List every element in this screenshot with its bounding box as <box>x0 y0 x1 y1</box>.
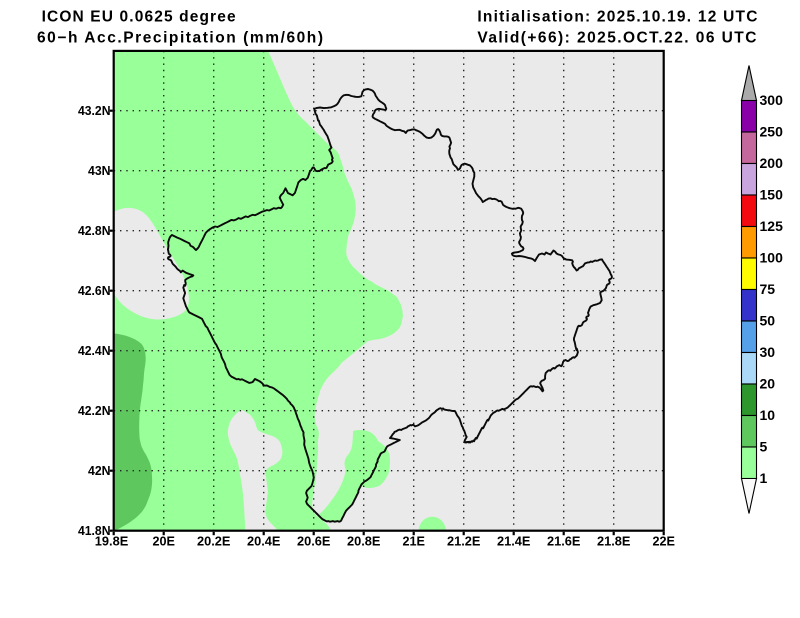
svg-text:250: 250 <box>760 123 784 139</box>
svg-text:20.8E: 20.8E <box>347 533 381 548</box>
svg-text:50: 50 <box>760 312 776 328</box>
svg-text:125: 125 <box>760 218 784 234</box>
svg-text:200: 200 <box>760 155 784 171</box>
svg-text:42.8N: 42.8N <box>78 223 111 238</box>
svg-text:20E: 20E <box>152 533 175 548</box>
svg-text:10: 10 <box>760 407 776 423</box>
svg-text:1: 1 <box>760 470 768 486</box>
svg-text:100: 100 <box>760 249 784 265</box>
svg-text:5: 5 <box>760 438 768 454</box>
svg-text:30: 30 <box>760 344 776 360</box>
svg-text:42.2N: 42.2N <box>78 403 111 418</box>
svg-text:21.6E: 21.6E <box>547 533 581 548</box>
svg-text:42.6N: 42.6N <box>78 283 111 298</box>
svg-text:Valid(+66): 2025.OCT.22. 06 UT: Valid(+66): 2025.OCT.22. 06 UTC <box>477 30 756 47</box>
svg-text:21.2E: 21.2E <box>447 533 481 548</box>
svg-text:19.8E: 19.8E <box>95 533 129 548</box>
svg-text:75: 75 <box>760 281 776 297</box>
svg-text:20: 20 <box>760 375 776 391</box>
svg-text:22E: 22E <box>652 533 675 548</box>
svg-text:21E: 21E <box>402 533 425 548</box>
svg-text:150: 150 <box>760 186 784 202</box>
svg-text:42N: 42N <box>88 463 111 478</box>
svg-text:ICON EU 0.0625 degree: ICON EU 0.0625 degree <box>42 8 236 25</box>
svg-text:42.4N: 42.4N <box>78 343 111 358</box>
svg-text:20.4E: 20.4E <box>247 533 281 548</box>
svg-text:60−h Acc.Precipitation (mm/60h: 60−h Acc.Precipitation (mm/60h) <box>37 30 323 47</box>
svg-text:Initialisation: 2025.10.19. 12: Initialisation: 2025.10.19. 12 UTC <box>477 8 757 25</box>
svg-text:43N: 43N <box>88 163 111 178</box>
svg-text:21.4E: 21.4E <box>497 533 531 548</box>
svg-text:21.8E: 21.8E <box>597 533 631 548</box>
svg-text:20.6E: 20.6E <box>297 533 331 548</box>
svg-text:300: 300 <box>760 92 784 108</box>
svg-text:20.2E: 20.2E <box>197 533 231 548</box>
svg-text:43.2N: 43.2N <box>78 103 111 118</box>
svg-text:41.8N: 41.8N <box>78 523 111 538</box>
